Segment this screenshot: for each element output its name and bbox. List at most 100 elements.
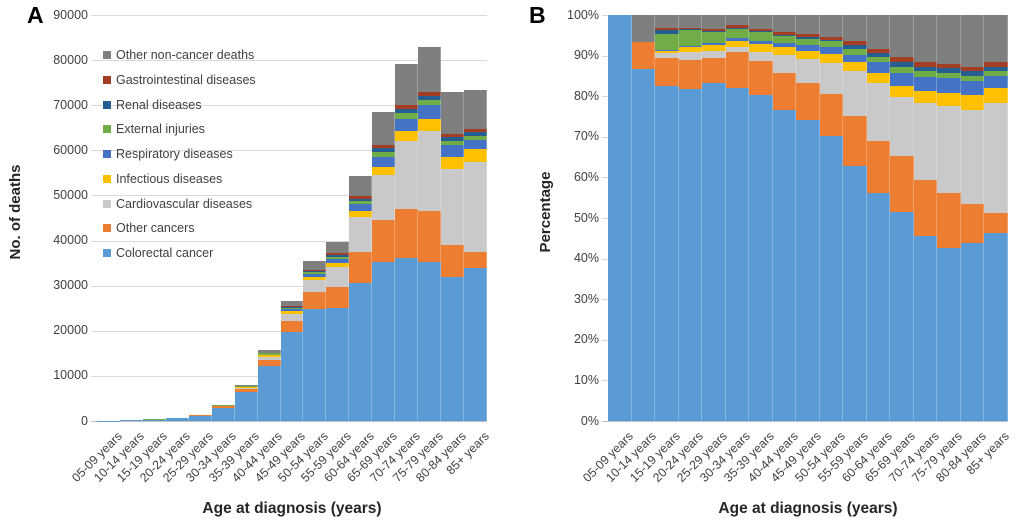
legend-swatch-icon <box>103 249 111 257</box>
bar-segment <box>418 262 442 421</box>
bar-segment <box>280 309 304 312</box>
bar-segment <box>819 41 844 48</box>
bar-column <box>119 420 143 421</box>
bar-segment <box>819 54 844 64</box>
gridline <box>91 285 487 287</box>
panel-letter-a: A <box>27 2 44 28</box>
bar-segment <box>937 106 961 193</box>
bar-column <box>866 15 891 421</box>
y-tick-label: 30% <box>573 291 599 306</box>
bar-segment <box>796 34 820 38</box>
bar-column <box>211 404 235 421</box>
bar-segment <box>984 71 1008 77</box>
bar-segment <box>395 130 419 142</box>
bar-segment <box>655 27 679 31</box>
bar-segment <box>464 251 487 268</box>
y-tick-label: 0 <box>81 413 88 428</box>
bar-segment <box>796 15 820 35</box>
bar-segment <box>960 70 985 76</box>
bar-segment <box>211 407 235 421</box>
bar-segment <box>418 100 442 105</box>
bar-column <box>280 300 304 421</box>
bar-segment <box>234 384 258 387</box>
bar-segment <box>678 30 703 47</box>
bar-segment <box>188 415 212 421</box>
bar-segment <box>441 157 465 169</box>
bar-segment <box>326 253 350 256</box>
bar-segment <box>234 392 258 421</box>
bar-segment <box>937 77 961 93</box>
bar-segment <box>843 71 867 117</box>
bar-segment <box>702 44 726 51</box>
bar-segment <box>678 15 703 29</box>
bar-segment <box>349 201 373 205</box>
gridline <box>91 195 487 197</box>
bar-segment <box>843 49 867 55</box>
bar-segment <box>257 359 281 367</box>
bar-segment <box>349 216 373 252</box>
bar-segment <box>960 95 985 110</box>
bar-segment <box>119 420 143 421</box>
bar-segment <box>984 87 1008 103</box>
gridline <box>91 60 487 62</box>
bar-segment <box>796 50 820 60</box>
bar-segment <box>937 68 961 74</box>
bar-segment <box>326 286 350 309</box>
y-tick-label: 80000 <box>53 52 88 67</box>
bar-segment <box>772 35 797 43</box>
legend-label: Colorectal cancer <box>116 246 214 260</box>
legend-swatch-icon <box>103 75 111 84</box>
bar-column <box>142 419 166 421</box>
bar-segment <box>303 280 327 293</box>
bar-segment <box>984 66 1008 72</box>
bar-segment <box>142 419 166 421</box>
bar-segment <box>890 156 914 212</box>
bar-segment <box>395 63 419 106</box>
bar-segment <box>843 54 867 63</box>
bar-column <box>441 92 465 421</box>
bar-column <box>372 112 396 421</box>
bar-segment <box>303 271 327 274</box>
legend-swatch-icon <box>103 100 111 109</box>
bar-segment <box>234 387 258 389</box>
bar-segment <box>326 257 350 260</box>
bar-segment <box>960 109 985 205</box>
bar-segment <box>725 40 750 48</box>
bar-segment <box>464 90 487 129</box>
bar-segment <box>890 62 914 67</box>
bar-segment <box>890 86 914 98</box>
bar-segment <box>866 192 891 421</box>
bar-segment <box>418 104 442 119</box>
bar-segment <box>960 15 985 67</box>
bar-segment <box>913 66 938 72</box>
bar-segment <box>349 283 373 421</box>
y-tick-label: 40% <box>573 251 599 266</box>
bar-segment <box>819 136 844 421</box>
x-axis-title-a: Age at diagnosis (years) <box>202 500 382 517</box>
bar-segment <box>280 331 304 421</box>
bar-segment <box>725 47 750 53</box>
bar-segment <box>913 179 938 236</box>
bar-column <box>702 15 726 421</box>
bar-segment <box>796 38 820 46</box>
bar-segment <box>960 75 985 81</box>
bar-segment <box>890 66 914 74</box>
bar-segment <box>280 311 304 314</box>
gridline <box>91 105 487 107</box>
bar-segment <box>937 248 961 421</box>
bar-segment <box>984 15 1008 63</box>
bar-segment <box>702 15 726 29</box>
bar-segment <box>349 198 373 202</box>
bar-segment <box>819 39 844 42</box>
bar-segment <box>960 80 985 96</box>
bar-segment <box>866 141 891 193</box>
legend-label: External injuries <box>116 122 205 137</box>
bar-segment <box>819 47 844 55</box>
bar-segment <box>257 353 281 355</box>
y-tick-label: 90% <box>573 48 599 63</box>
bar-segment <box>819 15 844 37</box>
bar-segment <box>866 73 891 84</box>
legend-item: External injuries <box>103 121 205 137</box>
bar-segment <box>843 40 867 46</box>
bar-segment <box>631 69 656 421</box>
